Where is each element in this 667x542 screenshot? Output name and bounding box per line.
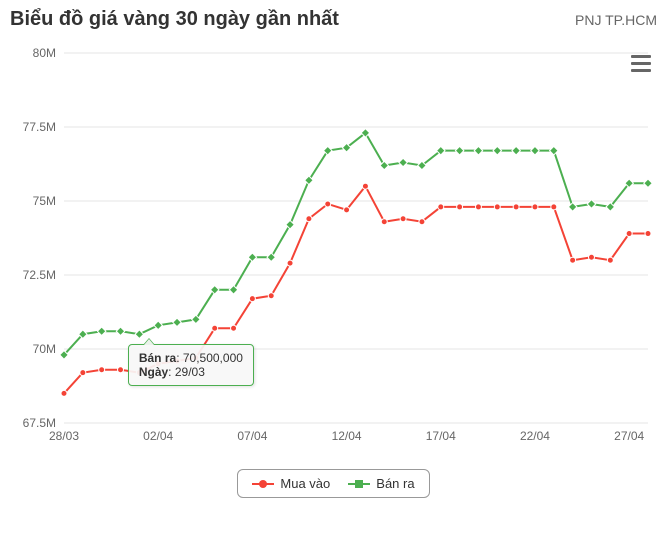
x-axis-label: 12/04 — [332, 429, 362, 443]
chart-title: Biểu đồ giá vàng 30 ngày gần nhất — [10, 8, 339, 31]
legend-label: Mua vào — [280, 476, 330, 491]
plot-area[interactable]: 67.5M70M72.5M75M77.5M80M28/0302/0407/041… — [64, 53, 648, 423]
tooltip-line: Ngày: 29/03 — [139, 365, 243, 379]
x-axis-label: 28/03 — [49, 429, 79, 443]
chart-container: Biểu đồ giá vàng 30 ngày gần nhất PNJ TP… — [0, 0, 667, 542]
y-axis-label: 80M — [33, 46, 56, 60]
legend-item[interactable]: Mua vào — [252, 476, 330, 491]
tooltip: Bán ra: 70,500,000Ngày: 29/03 — [128, 344, 254, 386]
x-axis-label: 22/04 — [520, 429, 550, 443]
x-axis-label: 17/04 — [426, 429, 456, 443]
legend-label: Bán ra — [376, 476, 414, 491]
y-axis-label: 67.5M — [23, 416, 56, 430]
header: Biểu đồ giá vàng 30 ngày gần nhất PNJ TP… — [10, 8, 657, 31]
x-axis-label: 07/04 — [237, 429, 267, 443]
legend-swatch — [252, 478, 274, 490]
x-axis-label: 27/04 — [614, 429, 644, 443]
x-axis-label: 02/04 — [143, 429, 173, 443]
hamburger-menu-icon[interactable] — [629, 51, 653, 73]
y-axis-label: 70M — [33, 342, 56, 356]
legend: Mua vào Bán ra — [10, 469, 657, 498]
y-axis-label: 75M — [33, 194, 56, 208]
tooltip-line: Bán ra: 70,500,000 — [139, 351, 243, 365]
legend-item[interactable]: Bán ra — [348, 476, 414, 491]
y-axis-label: 72.5M — [23, 268, 56, 282]
y-axis-label: 77.5M — [23, 120, 56, 134]
legend-swatch — [348, 478, 370, 490]
legend-box: Mua vào Bán ra — [237, 469, 429, 498]
chart-subtitle: PNJ TP.HCM — [575, 12, 657, 28]
chart-area: 67.5M 70M 72.5M 75M 77.5M 80M 28/03 02/04 07/04 1… — [10, 43, 657, 463]
